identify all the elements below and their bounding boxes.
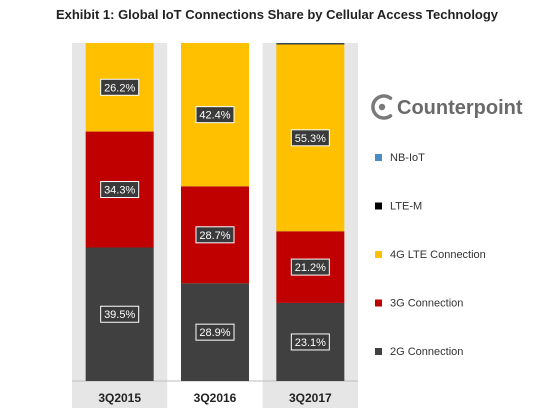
legend-swatch bbox=[375, 348, 382, 355]
legend-item: 4G LTE Connection bbox=[390, 249, 486, 261]
legend-item: LTE-M bbox=[390, 201, 422, 213]
data-label: 42.4% bbox=[199, 110, 230, 122]
data-label-box bbox=[290, 258, 330, 276]
data-label-box bbox=[100, 305, 140, 323]
x-tick-label: 3Q2017 bbox=[289, 391, 332, 405]
data-label: 55.3% bbox=[295, 133, 326, 145]
data-label-box bbox=[100, 181, 140, 199]
bar-segment bbox=[276, 43, 345, 45]
data-label: 28.9% bbox=[199, 327, 230, 339]
data-label: 34.3% bbox=[104, 185, 135, 197]
data-label-box bbox=[195, 323, 235, 341]
data-label: 23.1% bbox=[295, 337, 326, 349]
x-tick-label: 3Q2015 bbox=[98, 391, 141, 405]
legend-item: 2G Connection bbox=[390, 346, 463, 358]
legend-swatch bbox=[375, 251, 382, 258]
data-label: 39.5% bbox=[104, 309, 135, 321]
logo-wordmark: Counterpoint bbox=[397, 97, 523, 119]
chart-title: Exhibit 1: Global IoT Connections Share … bbox=[55, 7, 499, 22]
legend-item: 3G Connection bbox=[390, 298, 463, 310]
data-label-box bbox=[100, 78, 140, 96]
counterpoint-c-icon bbox=[371, 94, 393, 120]
data-label: 28.7% bbox=[199, 230, 230, 242]
data-label: 21.2% bbox=[295, 262, 326, 274]
data-label: 26.2% bbox=[104, 82, 135, 94]
x-tick-label: 3Q2016 bbox=[194, 391, 237, 405]
data-label-box bbox=[195, 226, 235, 244]
legend-swatch bbox=[375, 202, 382, 210]
legend-swatch bbox=[375, 299, 382, 307]
legend-item: NB-IoT bbox=[390, 152, 425, 164]
data-label-box bbox=[290, 129, 330, 147]
logo-arc bbox=[371, 94, 393, 120]
data-label-box bbox=[290, 333, 330, 351]
legend-swatch bbox=[375, 154, 382, 161]
logo-dot bbox=[378, 103, 386, 111]
data-label-box bbox=[195, 106, 235, 124]
